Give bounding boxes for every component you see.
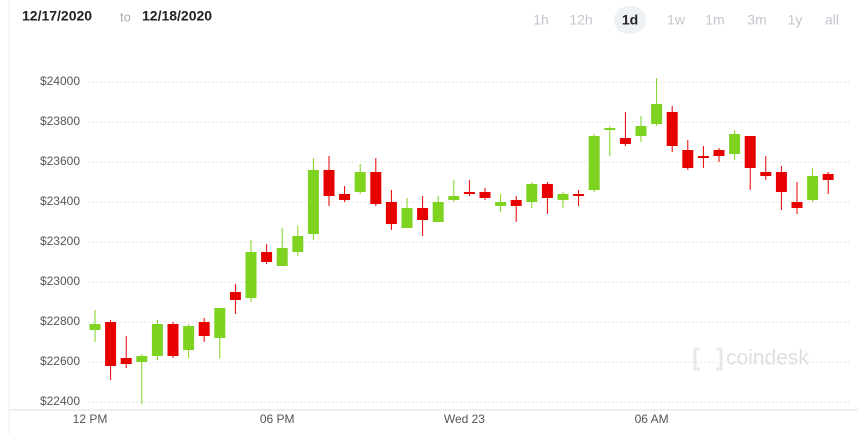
candle-body xyxy=(822,174,834,180)
candle-body xyxy=(541,184,553,198)
candle-body xyxy=(588,136,600,190)
candle-body xyxy=(807,176,819,200)
x-tick-label: Wed 23 xyxy=(444,412,485,426)
range-button[interactable]: 1m xyxy=(705,12,724,28)
candle-body xyxy=(120,358,132,364)
range-button[interactable]: 1w xyxy=(667,12,686,28)
range-button[interactable]: 12h xyxy=(569,12,592,28)
candle-body xyxy=(214,308,226,338)
candle-body xyxy=(105,322,117,366)
candle-body xyxy=(370,172,382,204)
date-to: 12/18/2020 xyxy=(142,8,212,24)
candle-body xyxy=(651,104,663,124)
candle-body xyxy=(495,202,507,206)
y-tick-label: $23200 xyxy=(40,234,80,248)
range-button[interactable]: 3m xyxy=(747,12,766,28)
candle-body xyxy=(619,138,631,144)
range-button[interactable]: 1h xyxy=(533,12,549,28)
range-button[interactable]: 1y xyxy=(788,12,803,28)
y-tick-label: $24000 xyxy=(40,74,80,88)
candle-body xyxy=(183,326,195,350)
candle-body xyxy=(791,202,803,208)
watermark-icon xyxy=(693,347,723,371)
candle-body xyxy=(229,292,241,300)
y-tick-label: $23600 xyxy=(40,154,80,168)
range-selected-bg xyxy=(614,6,646,34)
x-tick-label: 12 PM xyxy=(73,412,108,426)
candle-body xyxy=(136,356,148,362)
candle-body xyxy=(713,150,725,156)
candle-body xyxy=(510,200,522,206)
candle-body xyxy=(448,196,460,200)
candle-body xyxy=(775,172,787,192)
y-tick-label: $23400 xyxy=(40,194,80,208)
candle-body xyxy=(463,192,475,194)
candle-body xyxy=(744,136,756,168)
candle-body xyxy=(245,252,257,298)
candle-body xyxy=(89,324,101,330)
candle-body xyxy=(339,194,351,200)
candle-body xyxy=(261,252,273,262)
candle-body xyxy=(354,172,366,192)
range-button[interactable]: 1d xyxy=(622,12,638,28)
range-button[interactable]: all xyxy=(825,12,839,28)
date-to-word: to xyxy=(120,9,131,24)
candle-body xyxy=(323,170,335,196)
x-tick-label: 06 AM xyxy=(635,412,669,426)
candle-body xyxy=(526,184,538,202)
candle-body xyxy=(401,208,413,228)
candle-body xyxy=(573,194,585,196)
candle-body xyxy=(697,156,709,158)
candle-body xyxy=(682,150,694,168)
candle-body xyxy=(307,170,319,234)
candle-body xyxy=(557,194,569,200)
candle-body xyxy=(432,202,444,222)
candle-body xyxy=(167,324,179,356)
candle-body xyxy=(151,324,163,356)
candle-body xyxy=(479,192,491,198)
y-tick-label: $23800 xyxy=(40,114,80,128)
candle-body xyxy=(666,112,678,146)
candle-body xyxy=(760,172,772,176)
candle-body xyxy=(198,322,210,336)
candle-body xyxy=(292,236,304,252)
date-from: 12/17/2020 xyxy=(22,8,92,24)
watermark-text: coindesk xyxy=(726,347,809,370)
candle-body xyxy=(635,126,647,136)
y-tick-label: $22600 xyxy=(40,354,80,368)
candle-body xyxy=(417,208,429,220)
candle-body xyxy=(385,202,397,224)
candle-body xyxy=(729,134,741,154)
y-tick-label: $22400 xyxy=(40,394,80,408)
candle-body xyxy=(276,248,288,266)
watermark: coindesk xyxy=(693,347,809,371)
candle-body xyxy=(604,128,616,130)
x-tick-label: 06 PM xyxy=(260,412,295,426)
y-tick-label: $23000 xyxy=(40,274,80,288)
y-tick-label: $22800 xyxy=(40,314,80,328)
